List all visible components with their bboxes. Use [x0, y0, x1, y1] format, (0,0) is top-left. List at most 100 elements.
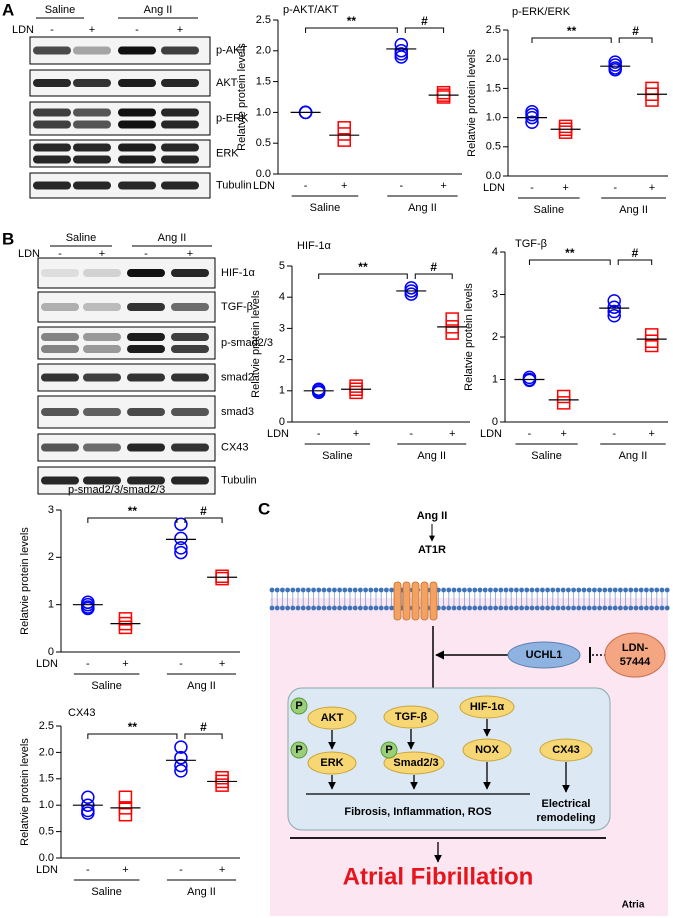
lipid-head [441, 605, 446, 611]
y-tick-label: 1.0 [256, 106, 271, 118]
lipid-head [571, 587, 576, 593]
node [539, 738, 593, 762]
blot-band [33, 79, 71, 87]
data-point [349, 385, 363, 400]
lipid-head [342, 587, 348, 593]
blot-label: HIF-1α [221, 267, 256, 279]
lipid-head [592, 605, 597, 611]
y-tick-label: 1.5 [256, 76, 271, 88]
lipid-head [612, 587, 618, 593]
lipid-head [446, 605, 452, 611]
blot-band [118, 155, 156, 164]
y-tick-label: 0 [279, 416, 285, 428]
blot-band [127, 333, 165, 341]
lipid-head [612, 605, 618, 611]
data-point [174, 545, 188, 560]
blot-band [33, 143, 71, 152]
lipid-head [347, 605, 353, 611]
data-point [81, 601, 95, 616]
group-label: Ang II [417, 450, 446, 462]
group-label: Saline [310, 202, 341, 214]
y-tick-label: 0 [48, 646, 54, 658]
x-tick-label: + [219, 658, 225, 670]
blot-band [127, 408, 165, 416]
chart-title: p-ERK/ERK [512, 6, 571, 18]
lipid-head [586, 605, 592, 611]
x-tick-label: - [179, 864, 183, 876]
lipid-head [358, 605, 363, 611]
lipid-head [493, 605, 498, 611]
lipid-head [316, 605, 322, 611]
lipid-head [321, 605, 327, 611]
data-point [174, 758, 188, 773]
lipid-head [295, 605, 301, 611]
lipid-head [592, 587, 597, 593]
group-label: Ang II [144, 4, 173, 16]
blot-band [171, 408, 209, 416]
x-tick-label: - [612, 428, 616, 440]
phospho: P [295, 744, 302, 756]
blot-band [83, 443, 121, 452]
lipid-head [311, 587, 316, 593]
lipid-head [644, 587, 649, 593]
lipid-head [555, 605, 561, 611]
lipid-head [581, 605, 587, 611]
lipid-head [545, 605, 550, 611]
x-tick-label: - [86, 658, 90, 670]
significance: # [632, 24, 639, 38]
data-point [174, 750, 188, 765]
blot-band [41, 269, 79, 277]
chart-title: p-smad2/3/smad2/3 [68, 484, 165, 496]
lipid-head [602, 605, 608, 611]
x-tick-label: + [440, 180, 446, 192]
lipid-head [576, 587, 582, 593]
lipid-head [337, 587, 342, 593]
lipid-head [295, 587, 301, 593]
blot-band [171, 269, 209, 277]
significance: ** [128, 720, 138, 734]
lipid-head [649, 587, 654, 593]
inhibitor: LDN- [622, 642, 649, 654]
x-row-label: LDN [36, 658, 58, 670]
x-tick-label: - [304, 180, 308, 192]
lipid-head [628, 587, 634, 593]
blot-label: CX43 [221, 441, 249, 453]
data-point [607, 304, 621, 319]
x-tick-label: + [562, 182, 568, 194]
result: Atrial Fibrillation [343, 863, 534, 890]
y-axis-label: Relatvie protein levels [463, 283, 475, 391]
blot-band [127, 443, 165, 452]
lipid-head [290, 587, 296, 593]
lipid-head [378, 587, 384, 593]
significance-bracket [528, 259, 611, 265]
y-tick-label: 2 [279, 354, 285, 366]
x-tick-label: - [399, 180, 403, 192]
blot-band [161, 108, 199, 117]
lipid-head [326, 605, 332, 611]
lane-sign: + [89, 24, 95, 36]
lipid-head [280, 587, 285, 593]
lipid-head [332, 605, 337, 611]
row-label: LDN [18, 248, 40, 260]
lipid-head [602, 587, 608, 593]
blot-band [127, 303, 165, 311]
node-label: TGF-β [395, 711, 428, 723]
y-tick-label: 0.5 [256, 137, 271, 149]
data-point [174, 517, 188, 531]
x-tick-label: - [317, 428, 321, 440]
lipid-head [514, 587, 519, 593]
lipid-head [545, 587, 550, 593]
lipid-head [389, 587, 394, 593]
x-tick-label: - [86, 864, 90, 876]
lipid-head [638, 587, 644, 593]
significance: ** [565, 246, 575, 260]
lipid-head [659, 605, 665, 611]
lipid-head [529, 605, 535, 611]
blot-label: ERK [216, 147, 239, 159]
phospho: P [385, 744, 392, 756]
group-label: Saline [322, 450, 353, 462]
lipid-head [316, 587, 322, 593]
data-point [174, 541, 188, 555]
lane-sign: + [177, 24, 183, 36]
lipid-head [529, 587, 535, 593]
